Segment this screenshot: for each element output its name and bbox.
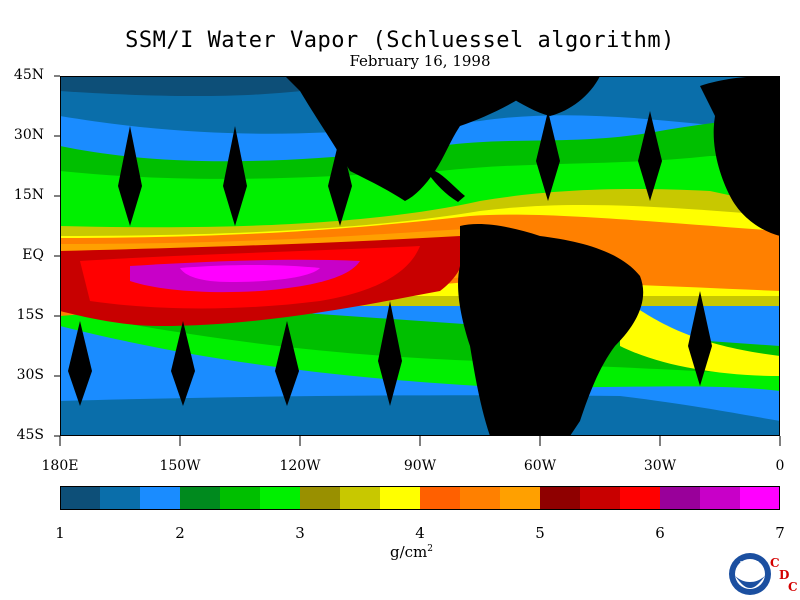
scale-label: 2 <box>175 524 185 542</box>
color-swatch <box>420 486 461 510</box>
scale-label: 1 <box>55 524 65 542</box>
color-swatch <box>700 486 741 510</box>
color-swatch <box>380 486 421 510</box>
lon-label: 30W <box>643 458 677 474</box>
lat-label: 15N <box>13 187 44 203</box>
scale-label: 6 <box>655 524 665 542</box>
color-swatch <box>300 486 341 510</box>
lat-label: EQ <box>22 247 44 263</box>
lat-label: 30N <box>13 127 44 143</box>
color-swatch <box>740 486 780 510</box>
color-swatch <box>140 486 181 510</box>
cdc-letter: C <box>788 580 798 594</box>
noaa-logo: NOAA <box>729 553 771 595</box>
lon-label: 60W <box>523 458 557 474</box>
color-scale-bar <box>60 486 780 510</box>
lon-label: 180E <box>41 458 79 474</box>
color-swatch <box>660 486 701 510</box>
lon-label: 0 <box>775 458 785 474</box>
lat-label: 45N <box>13 67 44 83</box>
color-swatch <box>60 486 101 510</box>
color-swatch <box>180 486 221 510</box>
lon-label: 120W <box>279 458 321 474</box>
color-swatch <box>620 486 661 510</box>
lat-label: 45S <box>16 427 44 443</box>
color-swatch <box>540 486 581 510</box>
scale-label: 7 <box>775 524 785 542</box>
color-swatch <box>500 486 541 510</box>
map-date: February 16, 1998 <box>349 52 491 70</box>
scale-label: 5 <box>535 524 545 542</box>
lon-label: 150W <box>159 458 201 474</box>
cdc-letter: D <box>779 568 790 582</box>
map-title: SSM/I Water Vapor (Schluessel algorithm) <box>125 28 675 53</box>
color-swatch <box>460 486 501 510</box>
scale-label: 3 <box>295 524 305 542</box>
lon-label: 90W <box>403 458 437 474</box>
color-swatch <box>220 486 261 510</box>
water-vapor-map <box>60 76 780 436</box>
cdc-letter: C <box>770 556 780 570</box>
scale-unit: g/cm2 <box>390 543 434 561</box>
scale-label: 4 <box>415 524 425 542</box>
color-swatch <box>260 486 301 510</box>
color-swatch <box>340 486 381 510</box>
color-swatch <box>580 486 621 510</box>
lat-label: 30S <box>16 367 44 383</box>
svg-text:NOAA: NOAA <box>740 560 761 568</box>
color-bar-frame <box>60 486 780 510</box>
color-swatch <box>100 486 141 510</box>
lat-label: 15S <box>16 307 44 323</box>
